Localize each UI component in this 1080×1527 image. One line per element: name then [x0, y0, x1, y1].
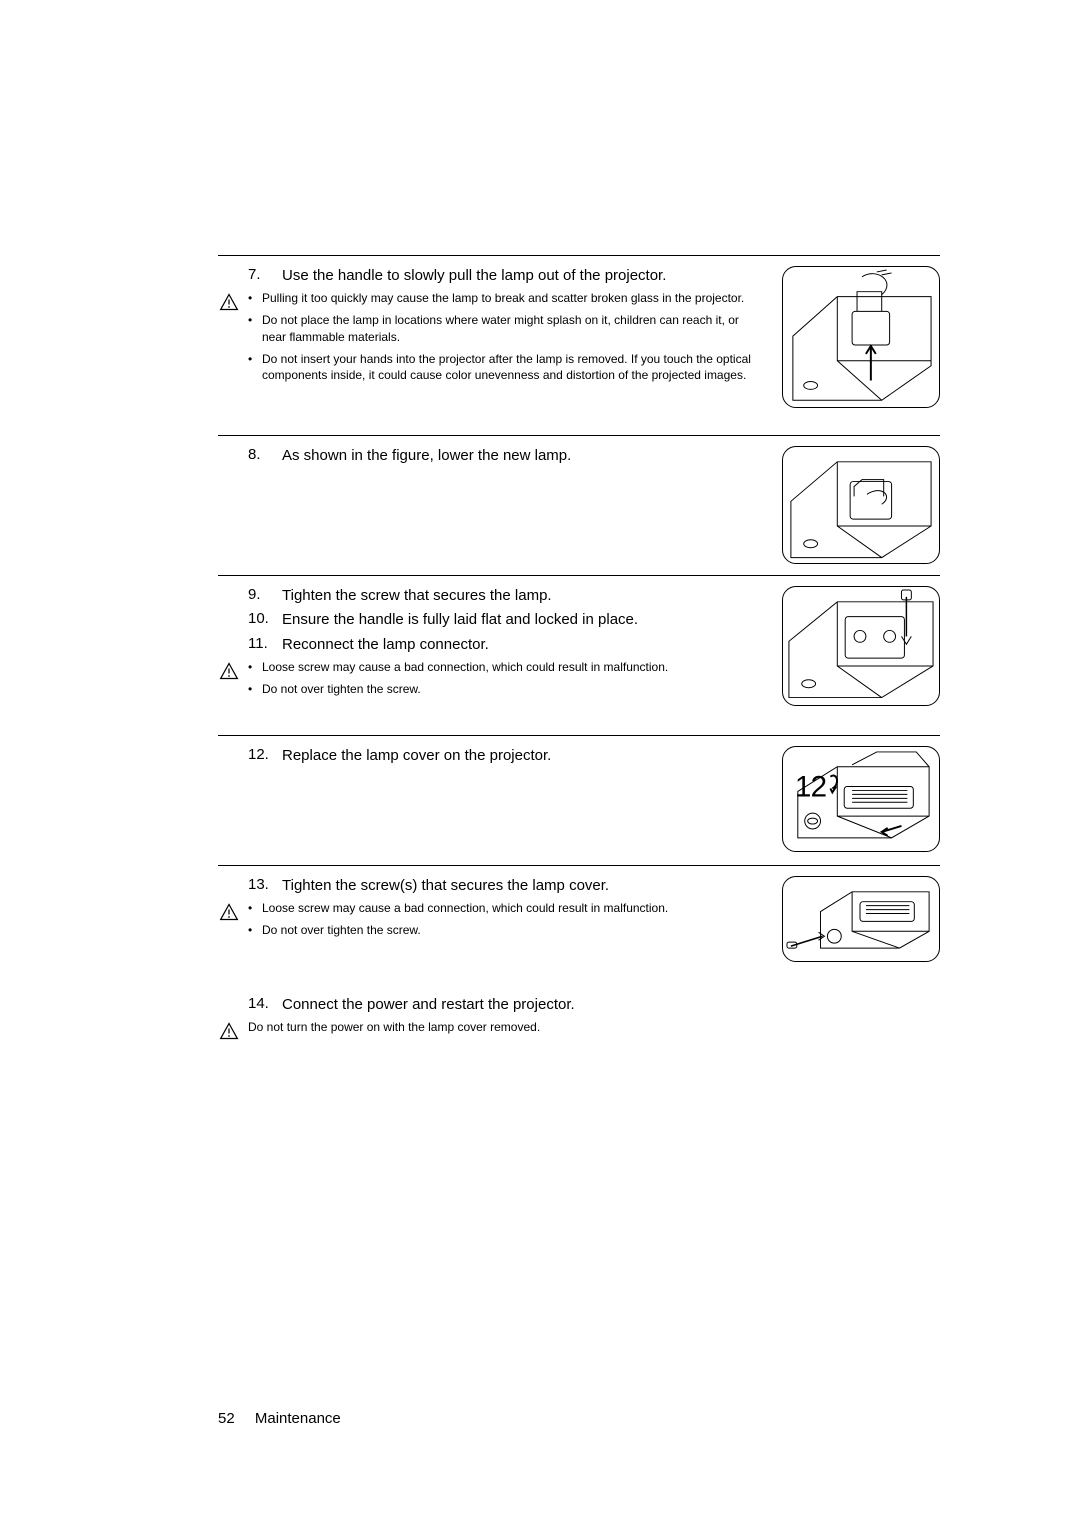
step-number: 13. [248, 876, 282, 893]
step-text: Connect the power and restart the projec… [282, 995, 940, 1015]
step-section-8: 8. As shown in the figure, lower the new… [218, 435, 940, 575]
overlay-number: 1 [795, 770, 811, 803]
step-illustration [782, 876, 940, 962]
caution-icon [218, 902, 240, 927]
step-number: 10. [248, 610, 282, 627]
warning-text: Do not insert your hands into the projec… [262, 351, 760, 383]
section-title: Maintenance [255, 1410, 341, 1427]
warning-text: Do not turn the power on with the lamp c… [248, 1019, 940, 1035]
warning-item: •Do not over tighten the screw. [248, 681, 760, 697]
warning-text: Loose screw may cause a bad connection, … [262, 659, 668, 675]
page-number: 52 [218, 1410, 235, 1427]
replace-cover-illustration: 1 2 [783, 747, 939, 852]
tighten-screw-illustration [783, 587, 939, 705]
lamp-pull-illustration [783, 267, 939, 407]
step-number: 14. [248, 995, 282, 1012]
step-number: 8. [248, 446, 282, 463]
step-row: 14. Connect the power and restart the pr… [248, 995, 940, 1015]
lower-lamp-illustration [783, 447, 939, 564]
step-number: 12. [248, 746, 282, 763]
page-content: 7. Use the handle to slowly pull the lam… [218, 255, 940, 1046]
step-section-14: 14. Connect the power and restart the pr… [218, 995, 940, 1046]
step-section-7: 7. Use the handle to slowly pull the lam… [218, 255, 940, 435]
step-illustration [782, 266, 940, 408]
warning-item: •Loose screw may cause a bad connection,… [248, 659, 760, 675]
step-illustration [782, 446, 940, 564]
step-illustration: 1 2 [782, 746, 940, 852]
warning-text: Do not over tighten the screw. [262, 922, 421, 938]
warning-text: Pulling it too quickly may cause the lam… [262, 290, 744, 306]
warning-text: Loose screw may cause a bad connection, … [262, 900, 668, 916]
step-section-12: 12. Replace the lamp cover on the projec… [218, 735, 940, 865]
warning-text: Do not over tighten the screw. [262, 681, 421, 697]
warning-item: •Pulling it too quickly may cause the la… [248, 290, 760, 306]
warning-text: Do not place the lamp in locations where… [262, 312, 760, 344]
step-section-13: 13. Tighten the screw(s) that secures th… [218, 865, 940, 975]
caution-icon [218, 1021, 240, 1046]
step-number: 7. [248, 266, 282, 283]
warning-item: •Do not insert your hands into the proje… [248, 351, 760, 383]
warning-block: Do not turn the power on with the lamp c… [218, 1019, 940, 1046]
step-illustration [782, 586, 940, 706]
overlay-number: 2 [811, 770, 827, 803]
tighten-cover-illustration [783, 877, 939, 962]
step-number: 11. [248, 635, 282, 652]
caution-icon [218, 292, 240, 317]
warning-item: •Loose screw may cause a bad connection,… [248, 900, 760, 916]
warning-item: •Do not over tighten the screw. [248, 922, 760, 938]
caution-icon [218, 661, 240, 686]
warning-item: •Do not place the lamp in locations wher… [248, 312, 760, 344]
step-number: 9. [248, 586, 282, 603]
page-footer: 52 Maintenance [218, 1410, 341, 1427]
step-section-9: 9. Tighten the screw that secures the la… [218, 575, 940, 735]
